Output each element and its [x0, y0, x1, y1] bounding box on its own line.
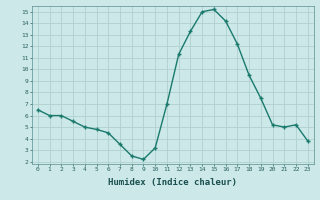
X-axis label: Humidex (Indice chaleur): Humidex (Indice chaleur)	[108, 178, 237, 187]
